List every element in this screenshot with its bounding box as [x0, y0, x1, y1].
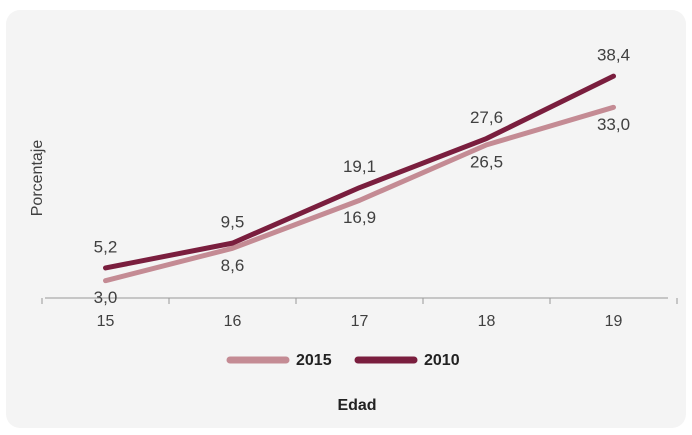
x-tick-label: 16: [224, 313, 242, 330]
data-label: 8,6: [221, 256, 245, 275]
y-axis-label: Porcentaje: [29, 140, 46, 217]
x-axis-label: Edad: [337, 397, 376, 414]
data-label: 19,1: [343, 157, 376, 176]
data-label: 38,4: [597, 46, 630, 65]
data-label: 26,5: [470, 152, 503, 171]
data-label: 3,0: [94, 288, 118, 307]
data-label: 5,2: [94, 237, 118, 256]
data-label: 33,0: [597, 115, 630, 134]
data-label: 27,6: [470, 108, 503, 127]
series-line: [103, 73, 616, 271]
data-label: 16,9: [343, 208, 376, 227]
x-tick-label: 19: [605, 313, 623, 330]
legend-label: 2010: [424, 352, 460, 369]
x-tick-label: 17: [351, 313, 369, 330]
x-tick-label: 18: [478, 313, 496, 330]
legend-label: 2015: [296, 352, 332, 369]
data-label: 9,5: [221, 213, 245, 232]
panel: [6, 10, 686, 428]
x-tick-label: 15: [97, 313, 115, 330]
series-line: [103, 104, 616, 284]
